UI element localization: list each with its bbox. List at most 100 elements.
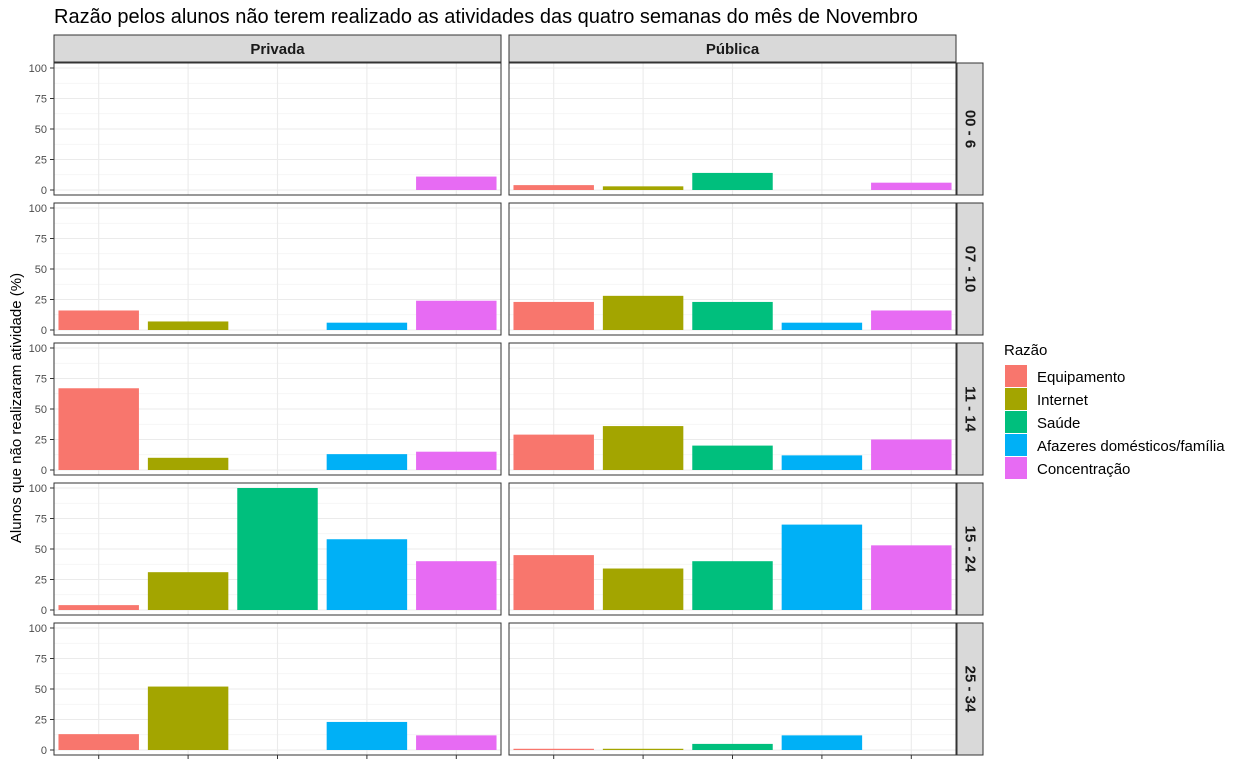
- row-strip-label: 11 - 14: [962, 386, 979, 433]
- bar-afazeres-domesticos-familia: [781, 322, 863, 330]
- y-tick-label: 0: [41, 465, 47, 477]
- bar-concentracao: [416, 176, 497, 190]
- column-strip-publica: Pública: [508, 34, 957, 63]
- bar-equipamento: [58, 310, 139, 330]
- bar-afazeres-domesticos-familia: [326, 721, 408, 750]
- legend-label: Concentração: [1037, 461, 1130, 478]
- strip-background: [508, 34, 957, 63]
- bar-afazeres-domesticos-familia: [326, 322, 408, 330]
- row-strip-15-24: 15 - 24: [956, 482, 984, 616]
- panel-privada-25-34: [53, 622, 502, 759]
- panel-border: [53, 342, 502, 476]
- bar-concentracao: [871, 545, 952, 610]
- panel-publica-15-24: [508, 482, 957, 616]
- row-strip-07-10: 07 - 10: [956, 202, 984, 336]
- panel-privada-15-24: [53, 482, 502, 616]
- legend-label: Afazeres domésticos/família: [1037, 438, 1225, 455]
- column-strip-privada: Privada: [53, 34, 502, 63]
- bar-equipamento: [513, 434, 594, 470]
- bar-saude: [692, 301, 773, 330]
- bar-internet: [602, 568, 684, 610]
- legend-item-equipamento: Equipamento: [1005, 365, 1125, 387]
- panel-border: [53, 62, 502, 196]
- strip-background: [956, 482, 984, 616]
- strip-background: [956, 342, 984, 476]
- y-tick-label: 0: [41, 605, 47, 617]
- y-tick-label: 75: [35, 94, 47, 106]
- bar-concentracao: [871, 182, 952, 190]
- bar-afazeres-domesticos-familia: [781, 524, 863, 610]
- bar-concentracao: [871, 310, 952, 330]
- panel-publica-11-14: [508, 342, 957, 476]
- panel-privada-00-6: [53, 62, 502, 196]
- facet-panels: Privada Pública 00 - 6 07 - 10 11 - 14 15 - 2…: [29, 34, 984, 759]
- bar-internet: [602, 748, 684, 750]
- y-tick-label: 75: [35, 654, 47, 666]
- row-strip-11-14: 11 - 14: [956, 342, 984, 476]
- row-strip-label: 25 - 34: [962, 666, 979, 713]
- legend-title: Razão: [1004, 342, 1047, 359]
- panel-border: [508, 202, 957, 336]
- panel-privada-07-10: [53, 202, 502, 336]
- y-tick-label: 50: [35, 404, 47, 416]
- bar-equipamento: [513, 301, 594, 330]
- y-axis-title: Alunos que não realizaram atividade (%): [8, 273, 25, 543]
- bar-afazeres-domesticos-familia: [781, 455, 863, 470]
- y-tick-label: 100: [29, 63, 47, 75]
- row-strip-00-6: 00 - 6: [956, 62, 984, 196]
- y-tick-label: 50: [35, 544, 47, 556]
- bar-internet: [147, 572, 229, 610]
- y-tick-label: 25: [35, 295, 47, 307]
- bar-concentracao: [416, 451, 497, 470]
- bar-saude: [237, 488, 318, 610]
- panel-border: [53, 482, 502, 616]
- bar-concentracao: [416, 300, 497, 330]
- bar-afazeres-domesticos-familia: [781, 735, 863, 750]
- legend-swatch: [1005, 411, 1027, 433]
- legend-item-concentracao: Concentração: [1005, 457, 1130, 479]
- bar-equipamento: [513, 555, 594, 610]
- y-tick-label: 25: [35, 155, 47, 167]
- row-strip-label: 00 - 6: [962, 110, 979, 148]
- bar-equipamento: [58, 605, 139, 610]
- legend-swatch: [1005, 457, 1027, 479]
- y-tick-label: 50: [35, 684, 47, 696]
- legend-label: Saúde: [1037, 415, 1080, 432]
- strip-background: [956, 62, 984, 196]
- bar-afazeres-domesticos-familia: [326, 539, 408, 610]
- bar-saude: [692, 743, 773, 750]
- y-tick-label: 25: [35, 575, 47, 587]
- panel-publica-00-6: [508, 62, 957, 196]
- bar-equipamento: [58, 388, 139, 470]
- column-strip-label: Privada: [250, 41, 305, 58]
- panel-publica-25-34: [508, 622, 957, 759]
- bar-concentracao: [871, 439, 952, 470]
- bar-saude: [692, 172, 773, 190]
- chart-title: Razão pelos alunos não terem realizado a…: [54, 6, 918, 28]
- legend-item-internet: Internet: [1005, 388, 1089, 410]
- y-tick-label: 0: [41, 185, 47, 197]
- legend-item-saude: Saúde: [1005, 411, 1080, 433]
- panel-border: [508, 482, 957, 616]
- legend: Razão Equipamento Internet Saúde Afazeres d…: [1004, 342, 1225, 479]
- y-tick-label: 50: [35, 124, 47, 136]
- bar-concentracao: [416, 735, 497, 750]
- column-strip-label: Pública: [706, 41, 760, 58]
- y-tick-label: 100: [29, 483, 47, 495]
- legend-swatch: [1005, 365, 1027, 387]
- panel-border: [508, 342, 957, 476]
- bar-internet: [602, 295, 684, 330]
- bar-internet: [147, 686, 229, 750]
- y-tick-label: 100: [29, 203, 47, 215]
- legend-label: Internet: [1037, 392, 1089, 409]
- bar-equipamento: [58, 734, 139, 750]
- y-tick-label: 100: [29, 343, 47, 355]
- legend-swatch: [1005, 388, 1027, 410]
- panel-privada-11-14: [53, 342, 502, 476]
- row-strip-25-34: 25 - 34: [956, 622, 984, 756]
- strip-background: [53, 34, 502, 63]
- y-tick-label: 50: [35, 264, 47, 276]
- bar-afazeres-domesticos-familia: [326, 454, 408, 470]
- y-tick-label: 25: [35, 435, 47, 447]
- panel-publica-07-10: [508, 202, 957, 336]
